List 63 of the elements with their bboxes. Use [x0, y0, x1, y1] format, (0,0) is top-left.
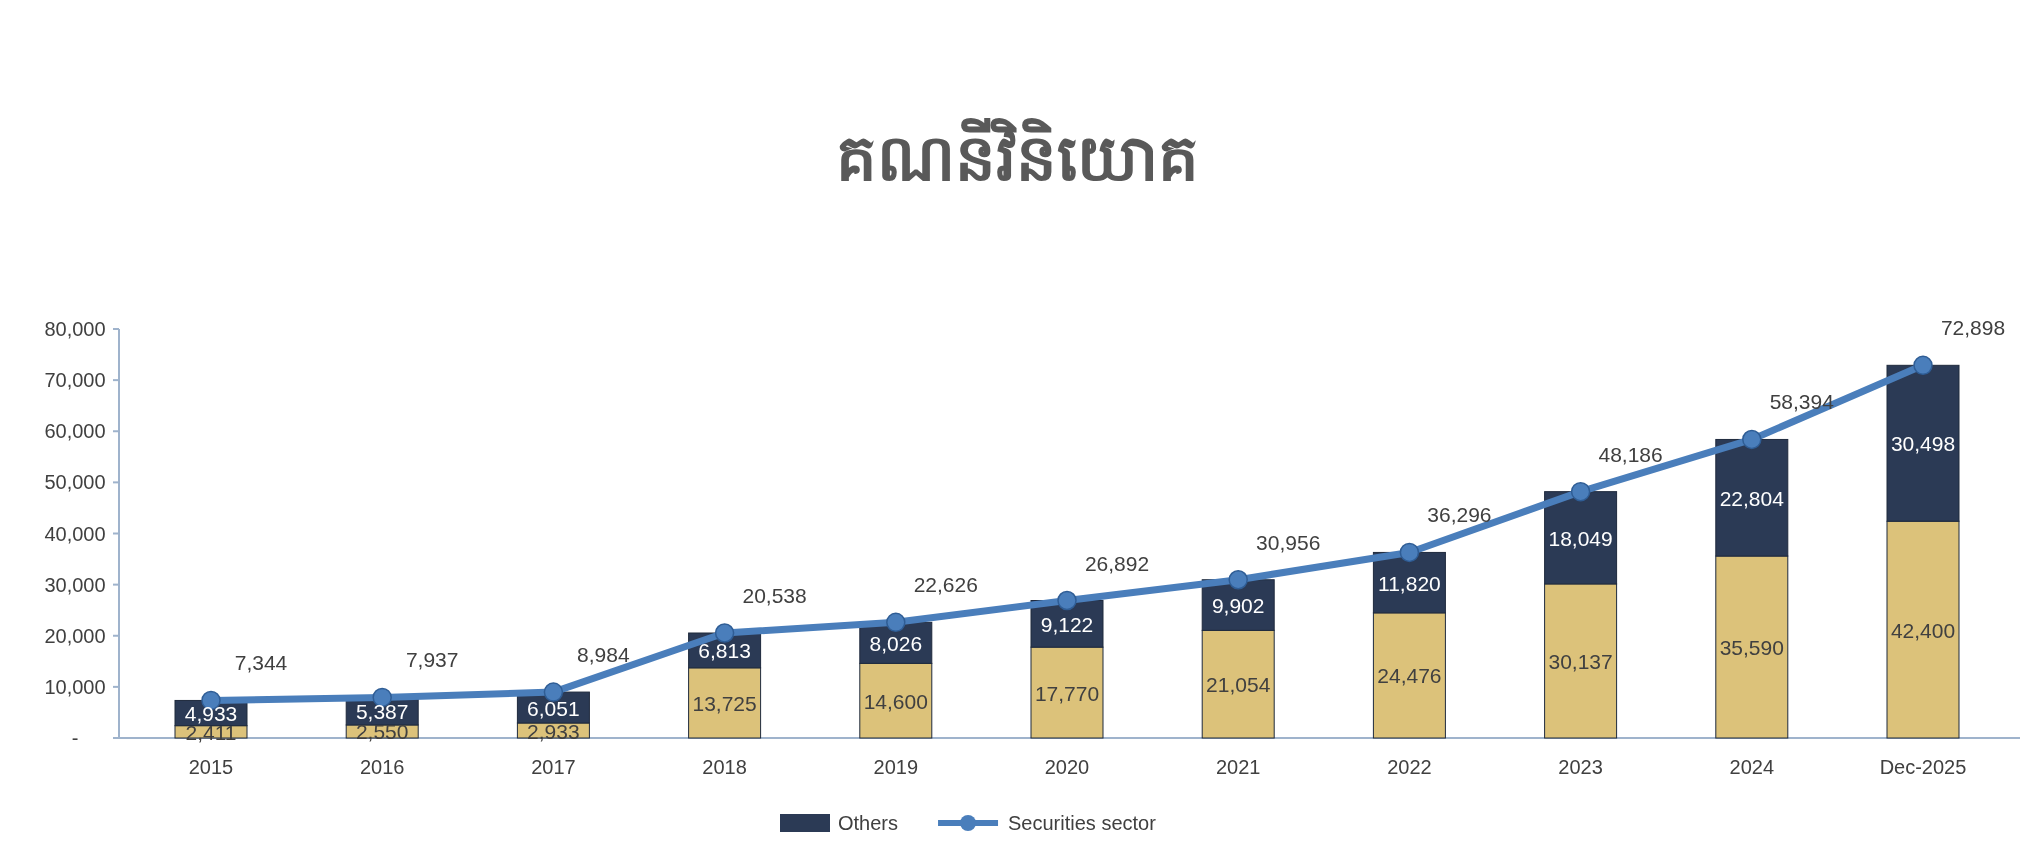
- point: [1399, 542, 1420, 563]
- chart-title: គណនីវិនិយោគ: [835, 118, 1199, 194]
- x-tick-label: 2022: [1387, 756, 1432, 778]
- y-tick-label: 70,000: [44, 369, 106, 392]
- data-label: 48,186: [1598, 442, 1663, 466]
- data-label: 4,933: [184, 702, 238, 726]
- data-label: 9,902: [1211, 594, 1265, 618]
- point: [1057, 590, 1077, 611]
- data-label: 30,137: [1548, 649, 1613, 673]
- y-tick-label: 10,000: [44, 675, 106, 698]
- point: [886, 612, 906, 633]
- x-tick-label: 2023: [1558, 756, 1603, 778]
- y-tick-label: 40,000: [44, 522, 106, 545]
- data-label: 20,538: [742, 584, 807, 607]
- x-tick-label: 2017: [531, 756, 576, 778]
- point: [714, 623, 735, 643]
- data-label: 14,600: [863, 689, 928, 713]
- data-label: 11,820: [1378, 571, 1441, 595]
- data-label: 22,626: [913, 573, 978, 597]
- point: [1913, 355, 1933, 376]
- data-label: 6,051: [527, 696, 580, 720]
- y-tick-label: 60,000: [44, 420, 106, 443]
- x-tick-label: 2024: [1729, 756, 1775, 778]
- x-tick-label: 2021: [1215, 756, 1261, 778]
- data-label: 21,054: [1206, 673, 1271, 697]
- data-label: 30,498: [1890, 432, 1956, 456]
- data-label: 13,725: [692, 691, 757, 715]
- data-label: 8,026: [869, 631, 923, 655]
- y-tick-label: 30,000: [44, 573, 106, 596]
- x-tick-label: 2016: [359, 756, 405, 778]
- point: [1570, 481, 1591, 502]
- y-tick-label: 80,000: [44, 318, 106, 340]
- legend-label: Others: [838, 812, 899, 834]
- data-label: 42,400: [1890, 618, 1956, 642]
- point: [1228, 569, 1248, 590]
- data-label: 7,937: [405, 648, 459, 672]
- data-label: 8,984: [577, 643, 630, 667]
- x-tick-label: 2020: [1044, 756, 1090, 778]
- data-label: 35,590: [1719, 636, 1784, 660]
- data-label: 2,933: [527, 719, 580, 743]
- data-label: 36,296: [1427, 503, 1492, 527]
- data-label: 72,898: [1940, 316, 2006, 340]
- data-label: 9,122: [1040, 612, 1094, 636]
- data-label: 58,394: [1769, 390, 1835, 414]
- y-tick-label: 50,000: [44, 471, 106, 494]
- x-tick-label: Dec-2025: [1879, 756, 1967, 778]
- data-label: 17,770: [1034, 681, 1100, 705]
- data-label: 5,387: [355, 700, 409, 724]
- data-label: 18,049: [1548, 526, 1613, 550]
- data-label: 7,344: [234, 651, 288, 675]
- data-label: 24,476: [1377, 664, 1442, 688]
- data-label: 26,892: [1084, 551, 1150, 575]
- data-label: 6,813: [698, 639, 751, 663]
- y-tick-label: -: [71, 727, 79, 749]
- x-tick-label: 2018: [702, 756, 747, 778]
- point: [1742, 429, 1762, 450]
- x-tick-label: 2019: [873, 756, 919, 778]
- point: [543, 682, 564, 702]
- data-label: 22,804: [1719, 486, 1785, 510]
- legend-label: Securities sector: [1008, 812, 1157, 834]
- x-tick-label: 2015: [188, 756, 234, 778]
- data-label: 30,956: [1256, 530, 1321, 554]
- y-tick-label: 20,000: [44, 624, 106, 647]
